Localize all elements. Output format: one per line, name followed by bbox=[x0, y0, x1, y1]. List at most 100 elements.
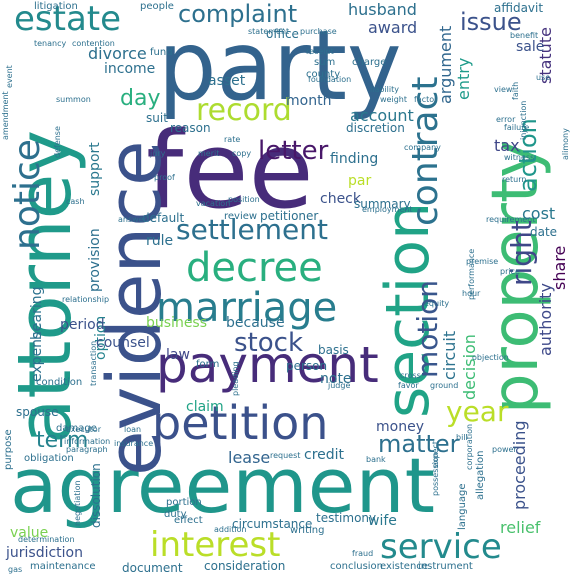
word-purchase: purchase bbox=[300, 27, 337, 36]
word-objection: objection bbox=[472, 353, 509, 362]
word-asset: asset bbox=[208, 73, 246, 89]
word-bank: bank bbox=[366, 455, 386, 464]
word-term: term bbox=[36, 428, 89, 453]
word-damage: damage bbox=[56, 423, 97, 434]
word-existence: existence bbox=[380, 561, 428, 572]
word-form: form bbox=[196, 359, 220, 370]
word-position: position bbox=[228, 195, 260, 204]
word-loan: loan bbox=[124, 425, 142, 434]
word-reason: reason bbox=[170, 121, 211, 135]
word-month: month bbox=[286, 93, 332, 109]
word-lease: lease bbox=[228, 448, 271, 467]
word-writing: writing bbox=[290, 525, 325, 536]
word-date: date bbox=[530, 225, 558, 239]
word-wife: wife bbox=[368, 513, 397, 529]
word-law: law bbox=[166, 347, 190, 363]
word-party: party bbox=[158, 10, 402, 122]
word-cross: cross bbox=[400, 371, 421, 380]
word-service: service bbox=[380, 527, 502, 567]
word-notice: notice bbox=[7, 139, 48, 250]
word-rate: rate bbox=[224, 135, 241, 144]
word-spouse: spouse bbox=[16, 405, 59, 419]
word-default: default bbox=[142, 211, 185, 225]
word-par: par bbox=[348, 173, 372, 189]
word-negotiation: negotiation bbox=[73, 480, 82, 526]
word-issue: issue bbox=[460, 8, 522, 36]
word-amendment: amendment bbox=[1, 91, 10, 140]
word-matter: matter bbox=[378, 430, 460, 458]
word-request: request bbox=[270, 451, 301, 460]
word-vacation: vacation bbox=[196, 199, 231, 208]
word-authority: authority bbox=[536, 283, 555, 356]
word-estate: estate bbox=[14, 0, 122, 39]
word-jury: jury bbox=[150, 149, 166, 158]
word-receipt: receipt bbox=[306, 47, 334, 56]
word-bill: bill bbox=[456, 433, 468, 442]
word-because: because bbox=[226, 315, 285, 331]
word-petition: petition bbox=[152, 396, 329, 450]
word-expect: expect bbox=[431, 440, 440, 468]
word-conclusion: conclusion bbox=[330, 561, 384, 572]
word-year: year bbox=[446, 395, 509, 428]
word-award: award bbox=[368, 18, 418, 37]
word-argument: argument bbox=[436, 25, 455, 104]
word-entry: entry bbox=[454, 57, 473, 100]
word-equity: equity bbox=[424, 299, 450, 308]
word-effect: effect bbox=[174, 515, 203, 526]
word-sum: sum bbox=[314, 57, 336, 68]
word-fraud: fraud bbox=[352, 549, 374, 558]
word-insurance: insurance bbox=[114, 439, 154, 448]
word-corporation: corporation bbox=[465, 423, 474, 470]
word-proof: proof bbox=[154, 173, 175, 182]
word-decree: decree bbox=[186, 245, 323, 291]
word-performance: performance bbox=[467, 248, 476, 300]
word-determination: determination bbox=[18, 535, 75, 544]
word-hour: hour bbox=[462, 289, 481, 298]
word-affidavit: affidavit bbox=[494, 1, 544, 15]
word-payment: payment bbox=[156, 336, 379, 394]
word-fee: fee bbox=[146, 109, 314, 232]
word-maintenance: maintenance bbox=[30, 561, 96, 572]
word-alimony: alimony bbox=[561, 128, 570, 160]
word-error: error bbox=[496, 115, 516, 124]
word-favor: favor bbox=[398, 381, 419, 390]
word-portion: portion bbox=[166, 497, 202, 508]
word-requirement: requirement bbox=[486, 215, 536, 224]
word-paragraph: paragraph bbox=[66, 445, 108, 454]
word-motion: motion bbox=[411, 279, 444, 378]
word-discretion: discretion bbox=[346, 121, 405, 135]
word-company: company bbox=[404, 143, 441, 152]
word-allegation: allegation bbox=[475, 450, 486, 500]
word-tenancy: tenancy bbox=[34, 39, 67, 48]
word-tax: tax bbox=[494, 136, 520, 155]
word-view: view bbox=[494, 85, 513, 94]
word-purpose: purpose bbox=[3, 429, 14, 470]
word-account: account bbox=[350, 106, 414, 125]
word-day: day bbox=[120, 86, 161, 111]
word-obligation: obligation bbox=[24, 453, 74, 464]
word-letter: letter bbox=[258, 136, 329, 166]
word-divorce: divorce bbox=[88, 44, 147, 63]
word-relief: relief bbox=[500, 518, 541, 537]
word-contention: contention bbox=[72, 39, 115, 48]
word-event: event bbox=[5, 65, 14, 88]
word-statement: statement bbox=[248, 27, 290, 36]
word-support: support bbox=[87, 142, 103, 196]
word-premise: premise bbox=[466, 257, 499, 266]
word-dissolution: dissolution bbox=[89, 463, 103, 528]
word-judge: judge bbox=[328, 381, 351, 390]
word-benefit: benefit bbox=[510, 31, 539, 40]
word-person: person bbox=[286, 359, 328, 373]
word-price: price bbox=[500, 267, 520, 276]
word-decision: decision bbox=[460, 334, 479, 400]
word-jurisdiction: jurisdiction bbox=[6, 545, 83, 561]
word-cash: cash bbox=[66, 197, 85, 206]
word-faith: faith bbox=[511, 81, 520, 100]
word-income: income bbox=[104, 61, 156, 77]
word-circuit: circuit bbox=[440, 330, 459, 380]
word-cost: cost bbox=[522, 204, 556, 223]
word-answer: answer bbox=[118, 215, 147, 224]
word-suit: suit bbox=[146, 111, 168, 125]
word-claim: claim bbox=[186, 399, 224, 415]
